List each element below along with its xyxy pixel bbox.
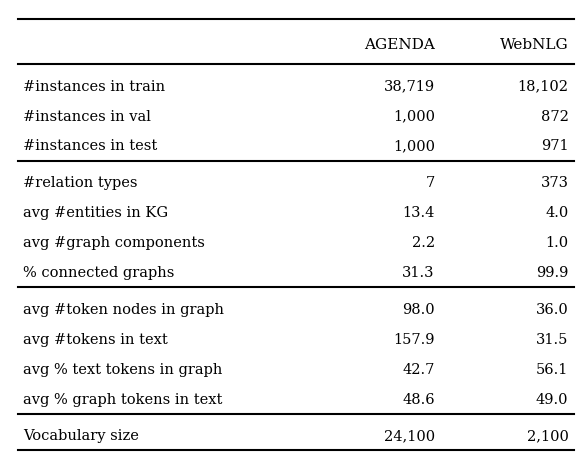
Text: 872: 872 xyxy=(540,109,568,123)
Text: 2,100: 2,100 xyxy=(527,429,568,443)
Text: 971: 971 xyxy=(541,139,568,153)
Text: 24,100: 24,100 xyxy=(384,429,435,443)
Text: WebNLG: WebNLG xyxy=(500,38,568,51)
Text: 2.2: 2.2 xyxy=(412,236,435,250)
Text: Vocabulary size: Vocabulary size xyxy=(23,429,139,443)
Text: avg #entities in KG: avg #entities in KG xyxy=(23,206,169,220)
Text: 38,719: 38,719 xyxy=(384,79,435,93)
Text: avg #graph components: avg #graph components xyxy=(23,236,205,250)
Text: 18,102: 18,102 xyxy=(517,79,568,93)
Text: 7: 7 xyxy=(425,176,435,190)
Text: avg #token nodes in graph: avg #token nodes in graph xyxy=(23,303,224,317)
Text: 98.0: 98.0 xyxy=(402,303,435,317)
Text: % connected graphs: % connected graphs xyxy=(23,266,175,280)
Text: 373: 373 xyxy=(540,176,568,190)
Text: #relation types: #relation types xyxy=(23,176,138,190)
Text: 1.0: 1.0 xyxy=(546,236,568,250)
Text: AGENDA: AGENDA xyxy=(364,38,435,51)
Text: 13.4: 13.4 xyxy=(403,206,435,220)
Text: #instances in val: #instances in val xyxy=(23,109,151,123)
Text: #instances in train: #instances in train xyxy=(23,79,166,93)
Text: 1,000: 1,000 xyxy=(393,109,435,123)
Text: avg % text tokens in graph: avg % text tokens in graph xyxy=(23,363,223,377)
Text: 49.0: 49.0 xyxy=(536,393,568,407)
Text: 4.0: 4.0 xyxy=(545,206,568,220)
Text: 56.1: 56.1 xyxy=(536,363,568,377)
Text: 31.5: 31.5 xyxy=(536,333,568,347)
Text: 31.3: 31.3 xyxy=(403,266,435,280)
Text: 99.9: 99.9 xyxy=(536,266,568,280)
Text: avg % graph tokens in text: avg % graph tokens in text xyxy=(23,393,223,407)
Text: 1,000: 1,000 xyxy=(393,139,435,153)
Text: 48.6: 48.6 xyxy=(402,393,435,407)
Text: 42.7: 42.7 xyxy=(403,363,435,377)
Text: avg #tokens in text: avg #tokens in text xyxy=(23,333,168,347)
Text: 36.0: 36.0 xyxy=(536,303,568,317)
Text: #instances in test: #instances in test xyxy=(23,139,158,153)
Text: 157.9: 157.9 xyxy=(393,333,435,347)
